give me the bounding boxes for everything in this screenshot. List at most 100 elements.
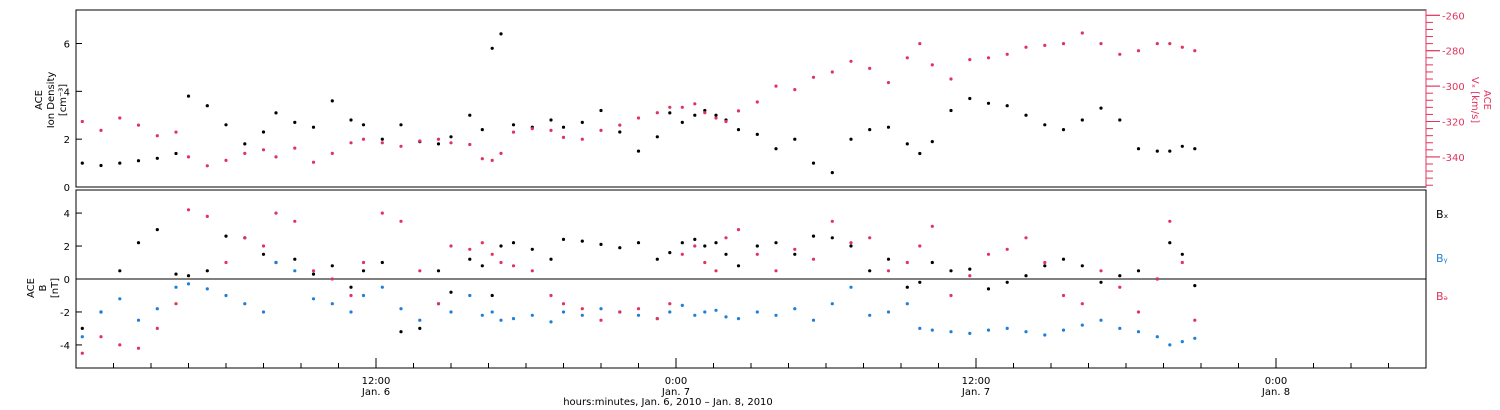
data-point-bz [736, 228, 741, 232]
xtick-time-label: 0:00 [1265, 376, 1287, 387]
data-point-vx [243, 151, 247, 155]
data-point-bx [155, 228, 159, 232]
data-point-bx [136, 241, 141, 245]
top-ylabel-line1: ACE [34, 90, 45, 110]
data-point-bx [849, 244, 853, 248]
data-point-vx [1180, 45, 1184, 49]
data-point-vx [1024, 45, 1028, 49]
data-point-vx [349, 141, 353, 145]
data-point-vx [724, 119, 728, 124]
data-point-vx [636, 116, 641, 120]
bottom-ylabel: ACE B [nT] [26, 278, 61, 298]
data-point-vx [793, 88, 797, 92]
data-point-vx [530, 127, 534, 131]
data-point-by [490, 310, 494, 314]
data-point-bx [380, 260, 384, 265]
data-point-by [205, 287, 209, 291]
data-point-bx [1080, 264, 1084, 268]
data-point-by [1118, 326, 1122, 330]
data-point-bx [580, 239, 584, 243]
data-point-vx [468, 142, 472, 147]
data-point-bz [693, 244, 697, 248]
data-point-by [399, 307, 403, 311]
data-point-by [468, 293, 472, 298]
data-point-vx [1099, 42, 1103, 46]
data-point-ion-density [243, 142, 247, 146]
data-point-vx [449, 141, 453, 145]
xtick-date-label: Jan. 7 [961, 387, 990, 398]
top-ylabel-line2: Ion Density [46, 72, 57, 129]
data-point-vx [274, 155, 278, 159]
data-point-bz [918, 244, 922, 248]
data-point-bz [274, 211, 278, 215]
data-point-vx [311, 160, 316, 164]
data-point-by [561, 310, 566, 314]
bottom-ylabel-unit: [nT] [50, 278, 61, 298]
data-point-by [930, 328, 934, 332]
data-point-ion-density [580, 120, 584, 124]
data-point-by [99, 310, 103, 314]
data-point-ion-density [1136, 147, 1141, 151]
data-point-by [174, 285, 178, 289]
data-point-by [986, 328, 991, 332]
data-point-bz [155, 326, 159, 330]
data-point-bz [205, 214, 209, 218]
data-point-vx [1168, 42, 1172, 46]
data-point-ion-density [186, 94, 191, 98]
data-point-ion-density [499, 32, 503, 36]
data-point-by [449, 310, 453, 314]
data-point-ion-density [703, 108, 707, 113]
data-point-by [599, 307, 603, 311]
data-point-ion-density [330, 99, 334, 103]
data-point-by [1061, 328, 1066, 332]
data-point-vx [118, 116, 122, 120]
data-point-vx [480, 157, 484, 161]
data-point-ion-density [1005, 104, 1009, 108]
data-point-bx [418, 326, 422, 330]
data-point-vx [511, 130, 516, 134]
data-point-by [361, 293, 366, 298]
data-point-bz [849, 241, 853, 245]
data-point-by [1099, 318, 1103, 322]
data-point-bx [174, 272, 178, 276]
data-point-bz [80, 351, 84, 355]
data-point-ion-density [868, 128, 872, 132]
data-point-bx [636, 241, 641, 245]
data-point-vx [918, 42, 922, 46]
data-point-vx [714, 116, 718, 120]
data-point-bx [549, 257, 553, 261]
data-point-bz [418, 269, 422, 273]
data-point-by [418, 318, 422, 322]
data-point-ion-density [793, 137, 797, 141]
data-point-bx [1024, 274, 1028, 278]
top-ytick-label: 2 [64, 135, 70, 146]
data-point-bx [261, 252, 266, 256]
data-point-bx [80, 326, 84, 330]
bottom-left-axis: -4 -2 0 2 4 [60, 209, 1426, 352]
data-point-bx [1193, 284, 1197, 288]
data-point-vx [174, 130, 178, 134]
data-point-bx [930, 260, 934, 265]
data-point-ion-density [618, 130, 622, 134]
data-point-vx [703, 111, 707, 115]
data-point-vx [186, 155, 191, 159]
data-point-vx [986, 56, 991, 60]
top-ytick-label: 0 [64, 183, 70, 194]
right-ytick-label: -320 [1442, 118, 1465, 129]
data-point-vx [436, 137, 441, 141]
data-point-by [349, 310, 353, 314]
data-point-bz [330, 277, 334, 281]
data-point-ion-density [655, 135, 659, 139]
data-point-bx [793, 252, 797, 256]
xtick-date-label: Jan. 6 [361, 387, 390, 398]
xtick-date-label: Jan. 8 [1261, 387, 1290, 398]
data-point-ion-density [986, 101, 991, 105]
data-point-bx [618, 246, 622, 250]
data-point-by [311, 297, 316, 301]
data-point-bz [449, 244, 453, 248]
data-point-bz [1180, 260, 1184, 265]
data-point-by [714, 308, 718, 312]
data-point-ion-density [399, 123, 403, 127]
data-point-by [155, 307, 159, 311]
data-point-ion-density [118, 161, 122, 165]
